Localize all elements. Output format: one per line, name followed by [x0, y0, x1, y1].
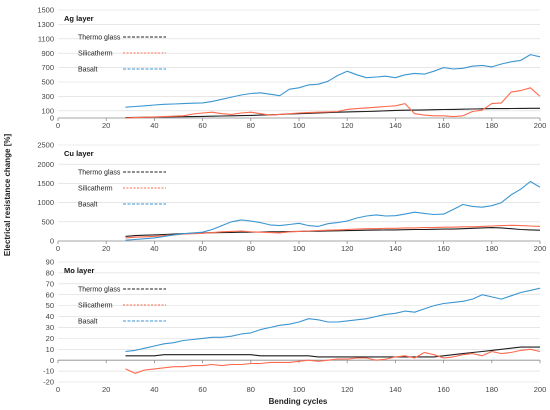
y-tick-label: 2000: [37, 160, 54, 169]
series-line-basalt: [125, 54, 541, 108]
x-axis-label: Bending cycles: [269, 397, 328, 406]
x-tick-label: 0: [56, 385, 60, 394]
y-tick-label: 70: [46, 279, 54, 288]
legend-label: Thermo glass: [78, 287, 121, 294]
legend-label: Basalt: [78, 202, 98, 209]
y-tick-label: 1100: [38, 34, 54, 43]
y-tick-label: 10: [46, 345, 54, 354]
x-tick-label: 80: [247, 244, 255, 253]
y-tick-label: 50: [46, 301, 54, 310]
legend-label: Silicatherm: [78, 303, 113, 310]
x-tick-label: 80: [247, 385, 255, 394]
y-tick-label: 1000: [37, 198, 54, 207]
x-tick-label: 180: [486, 121, 499, 130]
series-line-silicatherm: [125, 348, 541, 374]
panel-title: Cu layer: [64, 149, 94, 158]
panel-title: Ag layer: [64, 14, 94, 23]
x-tick-label: 160: [437, 244, 450, 253]
series-line-silicatherm: [125, 224, 541, 239]
y-tick-label: 30: [46, 323, 54, 332]
x-tick-label: 20: [102, 121, 110, 130]
series-line-thermo-glass: [125, 227, 541, 237]
x-tick-label: 120: [341, 385, 354, 394]
x-tick-label: 140: [389, 244, 402, 253]
y-tick-label: 1300: [37, 20, 54, 29]
x-tick-label: 180: [486, 244, 499, 253]
y-tick-label: 90: [46, 258, 54, 267]
y-tick-label: 1500: [37, 179, 54, 188]
y-tick-label: 300: [41, 92, 54, 101]
x-tick-label: 40: [150, 244, 158, 253]
y-axis-label: Electrical resistance change [%]: [3, 134, 12, 257]
legend-label: Thermo glass: [78, 35, 121, 42]
legend-label: Thermo glass: [78, 170, 121, 177]
y-tick-label: 0: [50, 356, 54, 365]
series-line-basalt: [125, 180, 541, 241]
legend-label: Silicatherm: [78, 186, 113, 193]
x-tick-label: 160: [437, 385, 450, 394]
y-tick-label: 80: [46, 269, 54, 278]
x-tick-label: 20: [102, 385, 110, 394]
legend-label: Basalt: [78, 319, 98, 326]
y-tick-label: 40: [46, 312, 54, 321]
x-tick-label: 200: [534, 244, 547, 253]
y-tick-label: 900: [41, 49, 54, 58]
y-tick-label: 2500: [37, 141, 54, 150]
panel-title: Mo layer: [64, 266, 95, 275]
legend-label: Basalt: [78, 67, 98, 74]
x-tick-label: 160: [437, 121, 450, 130]
x-tick-label: 140: [389, 121, 402, 130]
x-tick-label: 180: [486, 385, 499, 394]
x-tick-label: 200: [534, 121, 547, 130]
series-line-basalt: [125, 287, 541, 353]
x-tick-label: 100: [293, 121, 306, 130]
series-line-thermo-glass: [125, 107, 540, 119]
x-tick-label: 60: [198, 244, 206, 253]
x-tick-label: 40: [150, 121, 158, 130]
x-tick-label: 80: [247, 121, 255, 130]
x-tick-label: 0: [56, 244, 60, 253]
y-tick-label: 100: [41, 106, 54, 115]
series-line-thermo-glass: [125, 346, 540, 358]
x-tick-label: 120: [341, 121, 354, 130]
panel-cu-layer: 0 500 1000 1500 2000 2500 0 20 40 60 80 100 120 140 16…: [37, 141, 546, 253]
x-tick-label: 200: [534, 385, 547, 394]
series-line-silicatherm: [125, 87, 541, 119]
x-tick-label: 100: [293, 244, 306, 253]
x-tick-label: 120: [341, 244, 354, 253]
x-tick-label: 100: [293, 385, 306, 394]
x-tick-label: 40: [150, 385, 158, 394]
y-tick-label: 500: [41, 217, 54, 226]
y-tick-label: 700: [41, 63, 54, 72]
y-tick-label: 0: [50, 237, 54, 246]
y-tick-label: 500: [41, 78, 54, 87]
y-tick-label: -10: [43, 367, 54, 376]
x-tick-label: 60: [198, 385, 206, 394]
x-tick-label: 140: [389, 385, 402, 394]
y-tick-label: -20: [43, 378, 54, 387]
x-tick-label: 60: [198, 121, 206, 130]
x-tick-label: 0: [56, 121, 60, 130]
legend-label: Silicatherm: [78, 51, 113, 58]
y-tick-label: 1500: [37, 6, 54, 15]
x-tick-label: 20: [102, 244, 110, 253]
y-tick-label: 20: [46, 334, 54, 343]
y-tick-label: 60: [46, 290, 54, 299]
y-tick-label: 0: [50, 114, 54, 123]
